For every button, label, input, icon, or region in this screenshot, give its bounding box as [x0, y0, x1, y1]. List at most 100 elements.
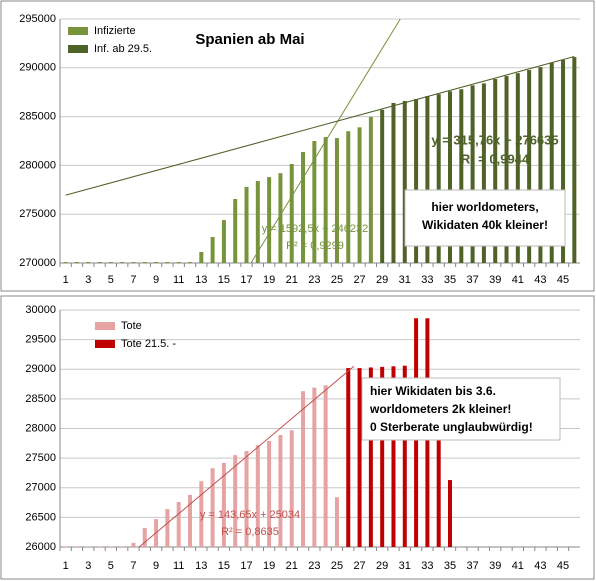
trendline-r2: R² = 0,9944: [461, 151, 530, 166]
y-tick-label: 270000: [19, 257, 56, 269]
trendline: [250, 19, 401, 263]
bar: [493, 79, 498, 263]
y-tick-label: 26000: [25, 541, 56, 553]
y-tick-label: 26500: [25, 511, 56, 523]
bar: [165, 262, 170, 263]
y-tick-label: 285000: [19, 111, 56, 123]
bar: [436, 387, 441, 547]
bar: [323, 385, 328, 547]
x-tick-label: 43: [534, 274, 546, 286]
x-tick-label: 29: [376, 274, 388, 286]
bar: [255, 445, 260, 547]
y-tick-label: 28000: [25, 422, 56, 434]
bar: [368, 116, 373, 263]
bar: [63, 546, 68, 547]
trendline-r2: R² = 0,9299: [286, 240, 344, 252]
legend-swatch: [95, 322, 115, 330]
bar: [357, 368, 362, 547]
x-tick-label: 45: [557, 274, 569, 286]
x-tick-label: 5: [108, 274, 114, 286]
bar: [549, 62, 554, 263]
y-tick-label: 29000: [25, 363, 56, 375]
x-tick-label: 21: [286, 274, 298, 286]
bar: [233, 455, 238, 547]
x-tick-label: 43: [534, 560, 546, 572]
x-tick-label: 3: [85, 560, 91, 572]
annotation-box: [361, 377, 561, 441]
legend-label: Inf. ab 29.5.: [94, 43, 152, 55]
bar: [74, 546, 79, 547]
x-tick-label: 39: [489, 560, 501, 572]
y-tick-label: 295000: [19, 13, 56, 25]
bar: [312, 387, 317, 547]
bar: [481, 83, 486, 263]
bar: [120, 546, 125, 547]
bar: [255, 181, 260, 263]
annotation: hier worldometers,: [431, 200, 538, 214]
x-tick-label: 17: [240, 560, 252, 572]
chart-title: Spanien ab Mai: [195, 31, 304, 48]
legend-swatch: [95, 340, 115, 348]
x-tick-label: 41: [512, 560, 524, 572]
legend-label: Tote: [121, 320, 142, 332]
x-tick-label: 21: [286, 560, 298, 572]
bar: [436, 94, 441, 263]
bar: [301, 391, 306, 547]
legend-label: Tote 21.5. -: [121, 338, 176, 350]
legend-swatch: [68, 27, 88, 35]
bar: [402, 100, 407, 263]
bar: [448, 91, 452, 263]
x-tick-label: 9: [153, 560, 159, 572]
x-tick-label: 19: [263, 274, 275, 286]
bar: [459, 89, 464, 263]
x-tick-label: 23: [308, 560, 320, 572]
trendline-equation: y = 315,76x + 276635: [431, 132, 558, 147]
bar: [425, 96, 430, 263]
bar: [572, 57, 577, 264]
x-tick-label: 31: [399, 560, 411, 572]
bar: [391, 366, 396, 547]
x-tick-label: 27: [353, 274, 365, 286]
y-tick-label: 290000: [19, 62, 56, 74]
bar: [97, 546, 102, 547]
annotation: hier Wikidaten bis 3.6.: [370, 384, 496, 398]
bar: [131, 542, 136, 547]
bar: [74, 262, 79, 263]
bar: [357, 127, 362, 263]
bar: [63, 262, 68, 263]
bar: [289, 164, 294, 263]
bar: [86, 262, 91, 263]
bar: [346, 368, 351, 547]
y-tick-label: 275000: [19, 208, 56, 220]
bar: [312, 141, 317, 263]
bar: [267, 440, 272, 547]
trendline: [65, 55, 575, 196]
annotation: Wikidaten 40k kleiner!: [422, 218, 548, 232]
x-tick-label: 9: [153, 274, 159, 286]
bar: [221, 462, 226, 547]
bar: [120, 262, 125, 263]
x-tick-label: 1: [63, 560, 69, 572]
x-tick-label: 15: [218, 560, 230, 572]
y-tick-label: 280000: [19, 159, 56, 171]
bar: [142, 528, 147, 547]
annotation: 0 Sterberate unglaubwürdig!: [370, 420, 533, 434]
bar: [346, 131, 351, 263]
trendline-equation: y = 143,65x + 25034: [200, 509, 300, 521]
trendline-r2: R² = 0,8635: [221, 526, 279, 538]
bar: [515, 73, 520, 263]
bar: [176, 501, 181, 547]
bar: [199, 251, 204, 263]
x-tick-label: 17: [240, 274, 252, 286]
annotation: worldometers 2k kleiner!: [369, 402, 511, 416]
x-tick-label: 11: [173, 274, 184, 286]
x-tick-label: 33: [421, 274, 433, 286]
y-tick-label: 27500: [25, 452, 56, 464]
legend-label: Infizierte: [94, 25, 136, 37]
bar: [414, 99, 419, 263]
bar: [323, 137, 328, 263]
bar: [97, 262, 102, 263]
bar: [244, 186, 249, 263]
